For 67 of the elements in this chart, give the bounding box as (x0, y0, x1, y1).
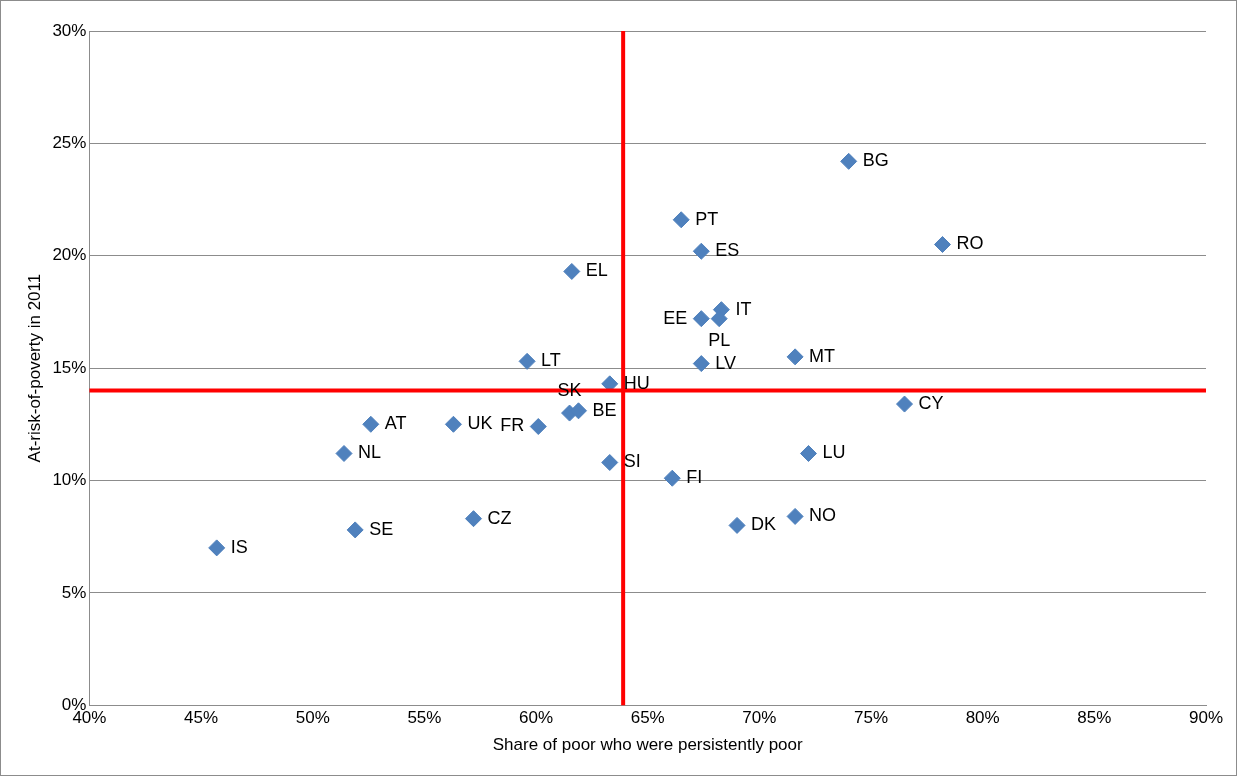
annotation: EE (663, 307, 688, 328)
annotation: LV (715, 352, 736, 373)
annotation: NO (809, 505, 837, 526)
point (692, 242, 710, 260)
annotation: SI (623, 451, 641, 472)
annotation: BG (862, 150, 889, 171)
annotation: BE (592, 399, 617, 420)
point (800, 445, 817, 462)
annotation: PL (708, 329, 731, 350)
x-tick-label: 80% (965, 708, 1000, 728)
point (728, 516, 746, 534)
point (362, 415, 380, 433)
point (692, 310, 710, 328)
annotation: FR (500, 415, 525, 436)
point (672, 211, 690, 229)
point (896, 395, 914, 413)
y-axis-title: At-risk-of-poverty in 2011 (24, 273, 44, 463)
y-tick-label: 30% (52, 20, 87, 40)
point (786, 348, 804, 366)
annotation: UK (467, 413, 493, 434)
point (840, 152, 858, 170)
annotation: LU (822, 442, 846, 463)
x-tick-label: 90% (1188, 708, 1224, 728)
point (529, 418, 547, 436)
x-tick-label: 60% (519, 708, 554, 728)
x-tick-label: 85% (1077, 708, 1112, 728)
point (335, 445, 353, 462)
annotation: SK (557, 380, 582, 401)
x-tick-label: 75% (854, 708, 889, 728)
annotation: EL (585, 260, 608, 281)
y-tick-label: 5% (61, 582, 87, 602)
point (601, 453, 619, 471)
x-tick-label: 45% (184, 708, 219, 728)
annotation: CY (918, 393, 944, 414)
point (518, 352, 536, 370)
y-tick-label: 20% (52, 245, 87, 265)
point (444, 415, 462, 433)
point (563, 262, 581, 280)
x-tick-label: 65% (630, 708, 665, 728)
annotation: IS (230, 536, 248, 557)
annotation: CZ (487, 507, 512, 528)
point (208, 539, 226, 557)
point (465, 510, 483, 528)
point (346, 521, 364, 539)
annotation: MT (809, 345, 836, 366)
x-tick-label: 50% (295, 708, 330, 728)
y-tick-label: 15% (52, 357, 87, 377)
annotation: DK (751, 514, 777, 535)
annotation: SE (369, 518, 394, 539)
point (692, 355, 710, 373)
point (786, 507, 804, 525)
annotation: ES (715, 240, 740, 261)
point (933, 236, 951, 253)
x-axis-title: Share of poor who were persistently poor (492, 735, 804, 755)
annotation: PT (695, 208, 719, 229)
x-tick-label: 70% (742, 708, 777, 728)
annotation: RO (956, 233, 984, 254)
y-tick-label: 10% (52, 470, 87, 490)
annotation: HU (623, 372, 650, 393)
annotation: FI (686, 467, 703, 488)
annotation: IT (735, 298, 752, 319)
annotation: NL (358, 442, 382, 463)
annotation: AT (384, 413, 407, 434)
annotation: LT (541, 350, 561, 371)
point (663, 469, 681, 487)
x-tick-label: 55% (407, 708, 442, 728)
y-tick-label: 25% (52, 133, 87, 153)
